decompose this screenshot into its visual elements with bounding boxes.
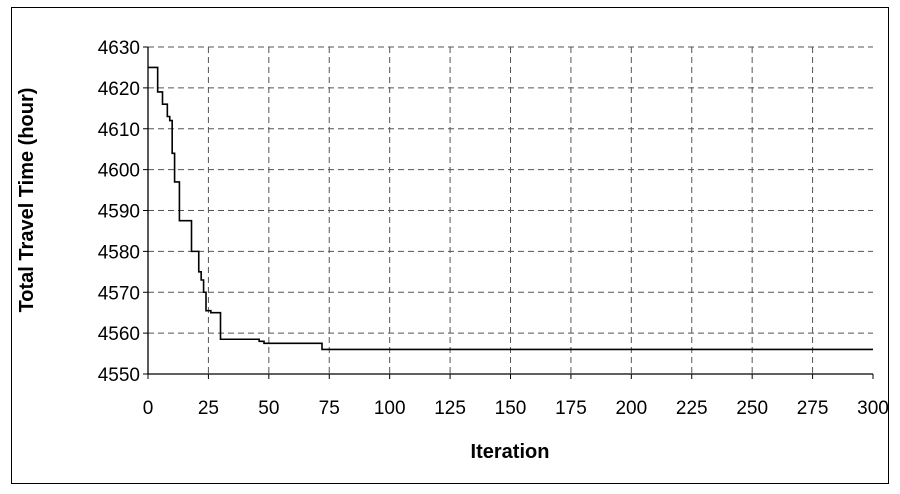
grid-layer — [148, 46, 873, 374]
y-tick-label-7: 4620 — [98, 79, 140, 100]
x-tick-label-1: 25 — [198, 398, 219, 419]
y-tick-label-2: 4570 — [98, 283, 140, 304]
x-axis-title: Iteration — [471, 441, 550, 463]
series-layer — [148, 66, 873, 351]
y-tick-label-5: 4600 — [98, 161, 140, 182]
x-tick-label-5: 125 — [434, 398, 466, 419]
tick-label-layer: 0 25 50 75 100 125 150 175 200 225 250 275 300 4550 45… — [98, 38, 889, 419]
x-tick-label-10: 250 — [736, 398, 768, 419]
x-tick-label-12: 300 — [857, 398, 889, 419]
x-tick-label-2: 50 — [258, 398, 279, 419]
x-tick-label-7: 175 — [555, 398, 587, 419]
x-tick-label-11: 275 — [797, 398, 829, 419]
series-line-0 — [148, 66, 873, 351]
y-tick-label-6: 4610 — [98, 120, 140, 141]
chart-area-border — [11, 7, 889, 484]
y-tick-label-0: 4550 — [98, 365, 140, 386]
y-tick-label-8: 4630 — [98, 38, 140, 59]
y-axis-title: Total Travel Time (hour) — [16, 88, 38, 313]
y-tick-label-1: 4560 — [98, 324, 140, 345]
x-tick-label-4: 100 — [374, 398, 406, 419]
x-tick-label-8: 200 — [615, 398, 647, 419]
y-tick-label-4: 4590 — [98, 202, 140, 223]
x-tick-label-9: 225 — [676, 398, 708, 419]
x-tick-label-6: 150 — [495, 398, 527, 419]
y-tick-label-3: 4580 — [98, 242, 140, 263]
x-tick-label-3: 75 — [319, 398, 340, 419]
x-tick-label-0: 0 — [143, 398, 154, 419]
